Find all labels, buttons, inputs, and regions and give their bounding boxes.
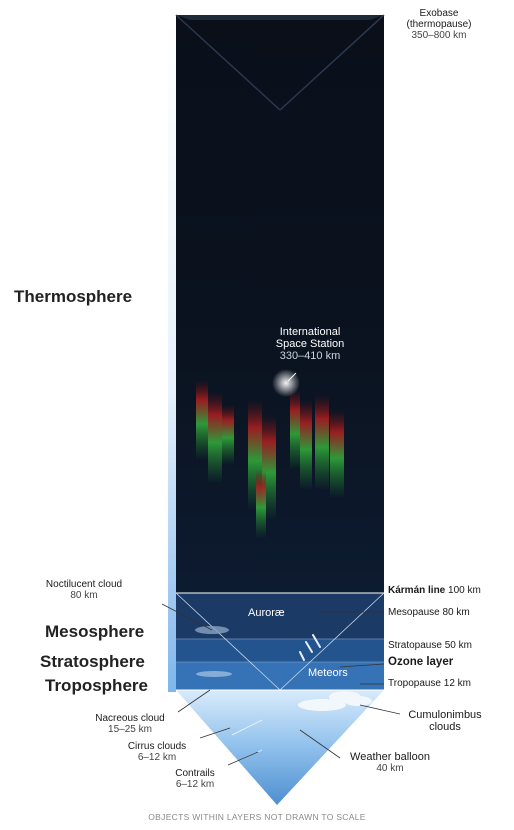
leader-nacreous — [177, 689, 211, 713]
karman-line-altitude: 100 km — [448, 585, 481, 596]
mesopause-name: Mesopause — [388, 607, 440, 618]
prism-top-face — [176, 15, 384, 20]
contrails-name: Contrails — [175, 768, 215, 779]
nacreous-name: Nacreous cloud — [95, 713, 165, 724]
layer-thermosphere: Thermosphere — [14, 287, 133, 306]
stratopause-name: Stratopause — [388, 640, 442, 651]
exobase-label: Exobase (thermopause) 350–800 km — [394, 8, 484, 41]
leader-noctilucent — [161, 603, 213, 631]
aurora-curtains — [196, 380, 344, 538]
layer-troposphere: Troposphere — [45, 676, 148, 695]
scale-disclaimer: OBJECTS WITHIN LAYERS NOT DRAWN TO SCALE — [148, 812, 366, 822]
exobase-note: (thermopause) — [406, 19, 472, 30]
tropopause-name: Tropopause — [388, 678, 441, 689]
karman-line-name: Kármán line — [388, 585, 446, 596]
iss-line1: International — [279, 326, 341, 338]
earth-surface — [176, 690, 384, 805]
weather-balloon-name: Weather balloon — [350, 751, 430, 763]
stratosphere-band — [176, 639, 384, 662]
mesopause-label: Mesopause 80 km — [388, 607, 470, 618]
thermosphere-column — [176, 15, 384, 593]
ozone-layer-label: Ozone layer — [388, 656, 454, 668]
meteor-streaks — [299, 634, 321, 661]
leader-cumulonimbus — [359, 704, 401, 715]
cumulonimbus-label: Cumulonimbus clouds — [400, 709, 490, 733]
exobase-name: Exobase — [419, 8, 459, 19]
cumulonimbus-cloud-shape — [298, 691, 372, 711]
tropopause-altitude: 12 km — [443, 678, 472, 689]
leader-contrails — [227, 751, 259, 766]
leader-weather-balloon — [299, 729, 341, 759]
layer-mesosphere: Mesosphere — [45, 622, 145, 641]
karman-line-label: Kármán line 100 km — [388, 585, 481, 596]
nacreous-altitude: 15–25 km — [108, 724, 152, 735]
layer-stratosphere: Stratosphere — [40, 652, 145, 671]
leader-cirrus — [199, 727, 231, 739]
weather-balloon-label: Weather balloon 40 km — [330, 751, 450, 775]
exobase-altitude: 350–800 km — [411, 30, 467, 41]
stratopause-label: Stratopause 50 km — [388, 640, 472, 651]
iss-line2: Space Station — [275, 338, 345, 350]
weather-balloon-altitude: 40 km — [376, 763, 404, 774]
cirrus-name: Cirrus clouds — [127, 741, 187, 752]
mesopause-altitude: 80 km — [442, 607, 470, 618]
tropopause-label: Tropopause 12 km — [388, 678, 471, 689]
cumulonimbus-line2: clouds — [429, 721, 461, 733]
cirrus-label: Cirrus clouds 6–12 km — [112, 741, 202, 763]
cirrus-altitude: 6–12 km — [137, 752, 177, 763]
aurorae-label: Auroræ — [248, 607, 285, 619]
noctilucent-name: Noctilucent cloud — [45, 579, 123, 590]
stratopause-altitude: 50 km — [444, 640, 472, 651]
altitude-side-strip — [168, 20, 176, 692]
leader-ozone — [339, 663, 385, 668]
contrails-label: Contrails 6–12 km — [160, 768, 230, 790]
cumulonimbus-line1: Cumulonimbus — [408, 709, 482, 721]
noctilucent-altitude: 80 km — [70, 590, 98, 601]
iss-altitude: 330–410 km — [279, 350, 341, 362]
contrails-altitude: 6–12 km — [175, 779, 215, 790]
iss-label: International Space Station 330–410 km — [250, 326, 370, 362]
iss-pointer — [287, 372, 297, 382]
nacreous-label: Nacreous cloud 15–25 km — [80, 713, 180, 735]
noctilucent-label: Noctilucent cloud 80 km — [28, 579, 140, 601]
meteors-label: Meteors — [308, 667, 348, 679]
nacreous-cloud-shape — [196, 671, 232, 677]
